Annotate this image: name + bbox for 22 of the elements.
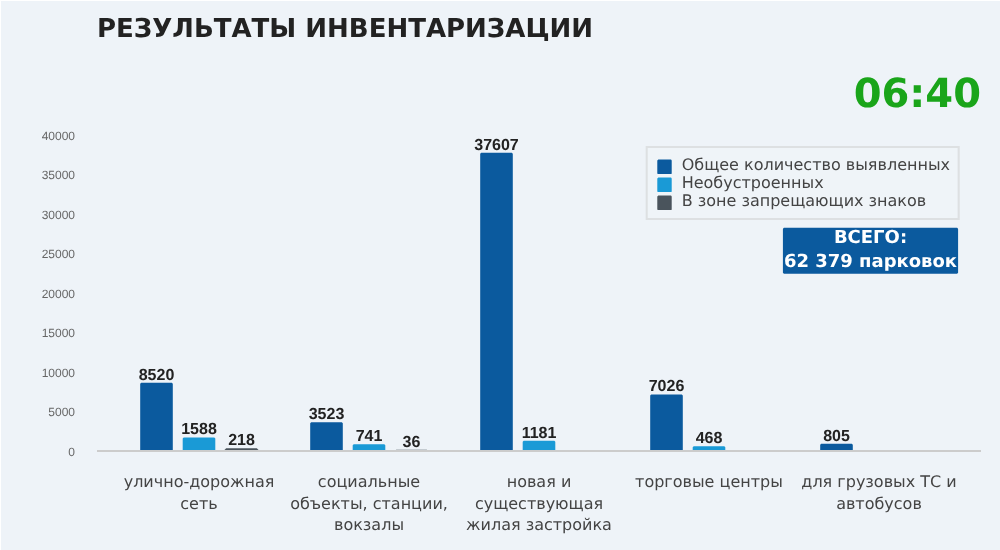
x-tick-label: для грузовых ТС и автобусов: [801, 473, 957, 513]
data-label: 1181: [521, 423, 558, 442]
chart-title: РЕЗУЛЬТАТЫ ИНВЕНТАРИЗАЦИИ: [97, 15, 594, 45]
data-label: 37607: [474, 135, 520, 154]
legend-label: В зоне запрещающих знаков: [681, 192, 927, 210]
legend-label: Необустроенных: [681, 174, 824, 192]
data-label: 8520: [138, 365, 176, 384]
text: 06:40: [853, 69, 982, 117]
annotation: ВСЕГО: 62 379 парковок: [783, 228, 958, 273]
data-label: 3523: [308, 405, 346, 424]
data-label: 468: [695, 429, 724, 448]
data-label: 36: [402, 432, 422, 451]
data-label: 218: [228, 431, 256, 450]
data-label: 1588: [181, 420, 218, 439]
x-tick-label: социальные объекты, станции, вокзалы: [290, 473, 448, 535]
legend-label: Общее количество выявленных: [681, 156, 950, 174]
data-label: 805: [823, 426, 851, 445]
x-tick-label: новая и существующая жилая застройка: [466, 473, 613, 535]
x-tick-label: улично-дорожная сеть: [123, 473, 275, 513]
x-tick-label: торговые центры: [635, 473, 783, 491]
data-label: 741: [355, 427, 384, 446]
data-label: 7026: [648, 377, 686, 396]
